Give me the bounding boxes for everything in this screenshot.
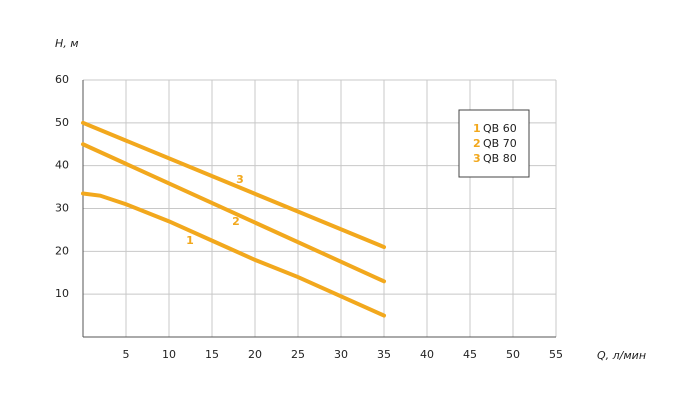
y-tick-label: 40 [55, 159, 69, 172]
y-tick-label: 20 [55, 244, 69, 257]
x-tick-label: 50 [506, 348, 520, 361]
x-tick-label: 20 [248, 348, 262, 361]
legend-number: 1 [473, 122, 481, 135]
x-tick-label: 55 [549, 348, 563, 361]
y-tick-label: 50 [55, 116, 69, 129]
legend-box [458, 109, 530, 178]
curve-label: 3 [236, 173, 244, 186]
y-tick-label: 60 [55, 73, 69, 86]
curve [81, 142, 386, 284]
legend-label: QB 80 [483, 152, 517, 165]
x-tick-label: 30 [334, 348, 348, 361]
x-tick-label: 35 [377, 348, 391, 361]
y-tick-label: 30 [55, 202, 69, 215]
curve-label: 1 [186, 234, 194, 247]
curve-label: 2 [232, 215, 240, 228]
x-tick-label: 25 [291, 348, 305, 361]
x-tick-label: 10 [162, 348, 176, 361]
y-axis-label: H, м [55, 37, 79, 50]
y-tick-label: 10 [55, 287, 69, 300]
x-axis-label: Q, л/мин [597, 349, 646, 362]
x-tick-label: 15 [205, 348, 219, 361]
x-tick-label: 40 [420, 348, 434, 361]
legend-number: 3 [473, 152, 481, 165]
legend-label: QB 60 [483, 122, 517, 135]
curve [81, 120, 386, 250]
curve [81, 191, 386, 318]
legend-number: 2 [473, 137, 481, 150]
x-tick-label: 45 [463, 348, 477, 361]
legend-label: QB 70 [483, 137, 517, 150]
x-tick-label: 5 [123, 348, 130, 361]
